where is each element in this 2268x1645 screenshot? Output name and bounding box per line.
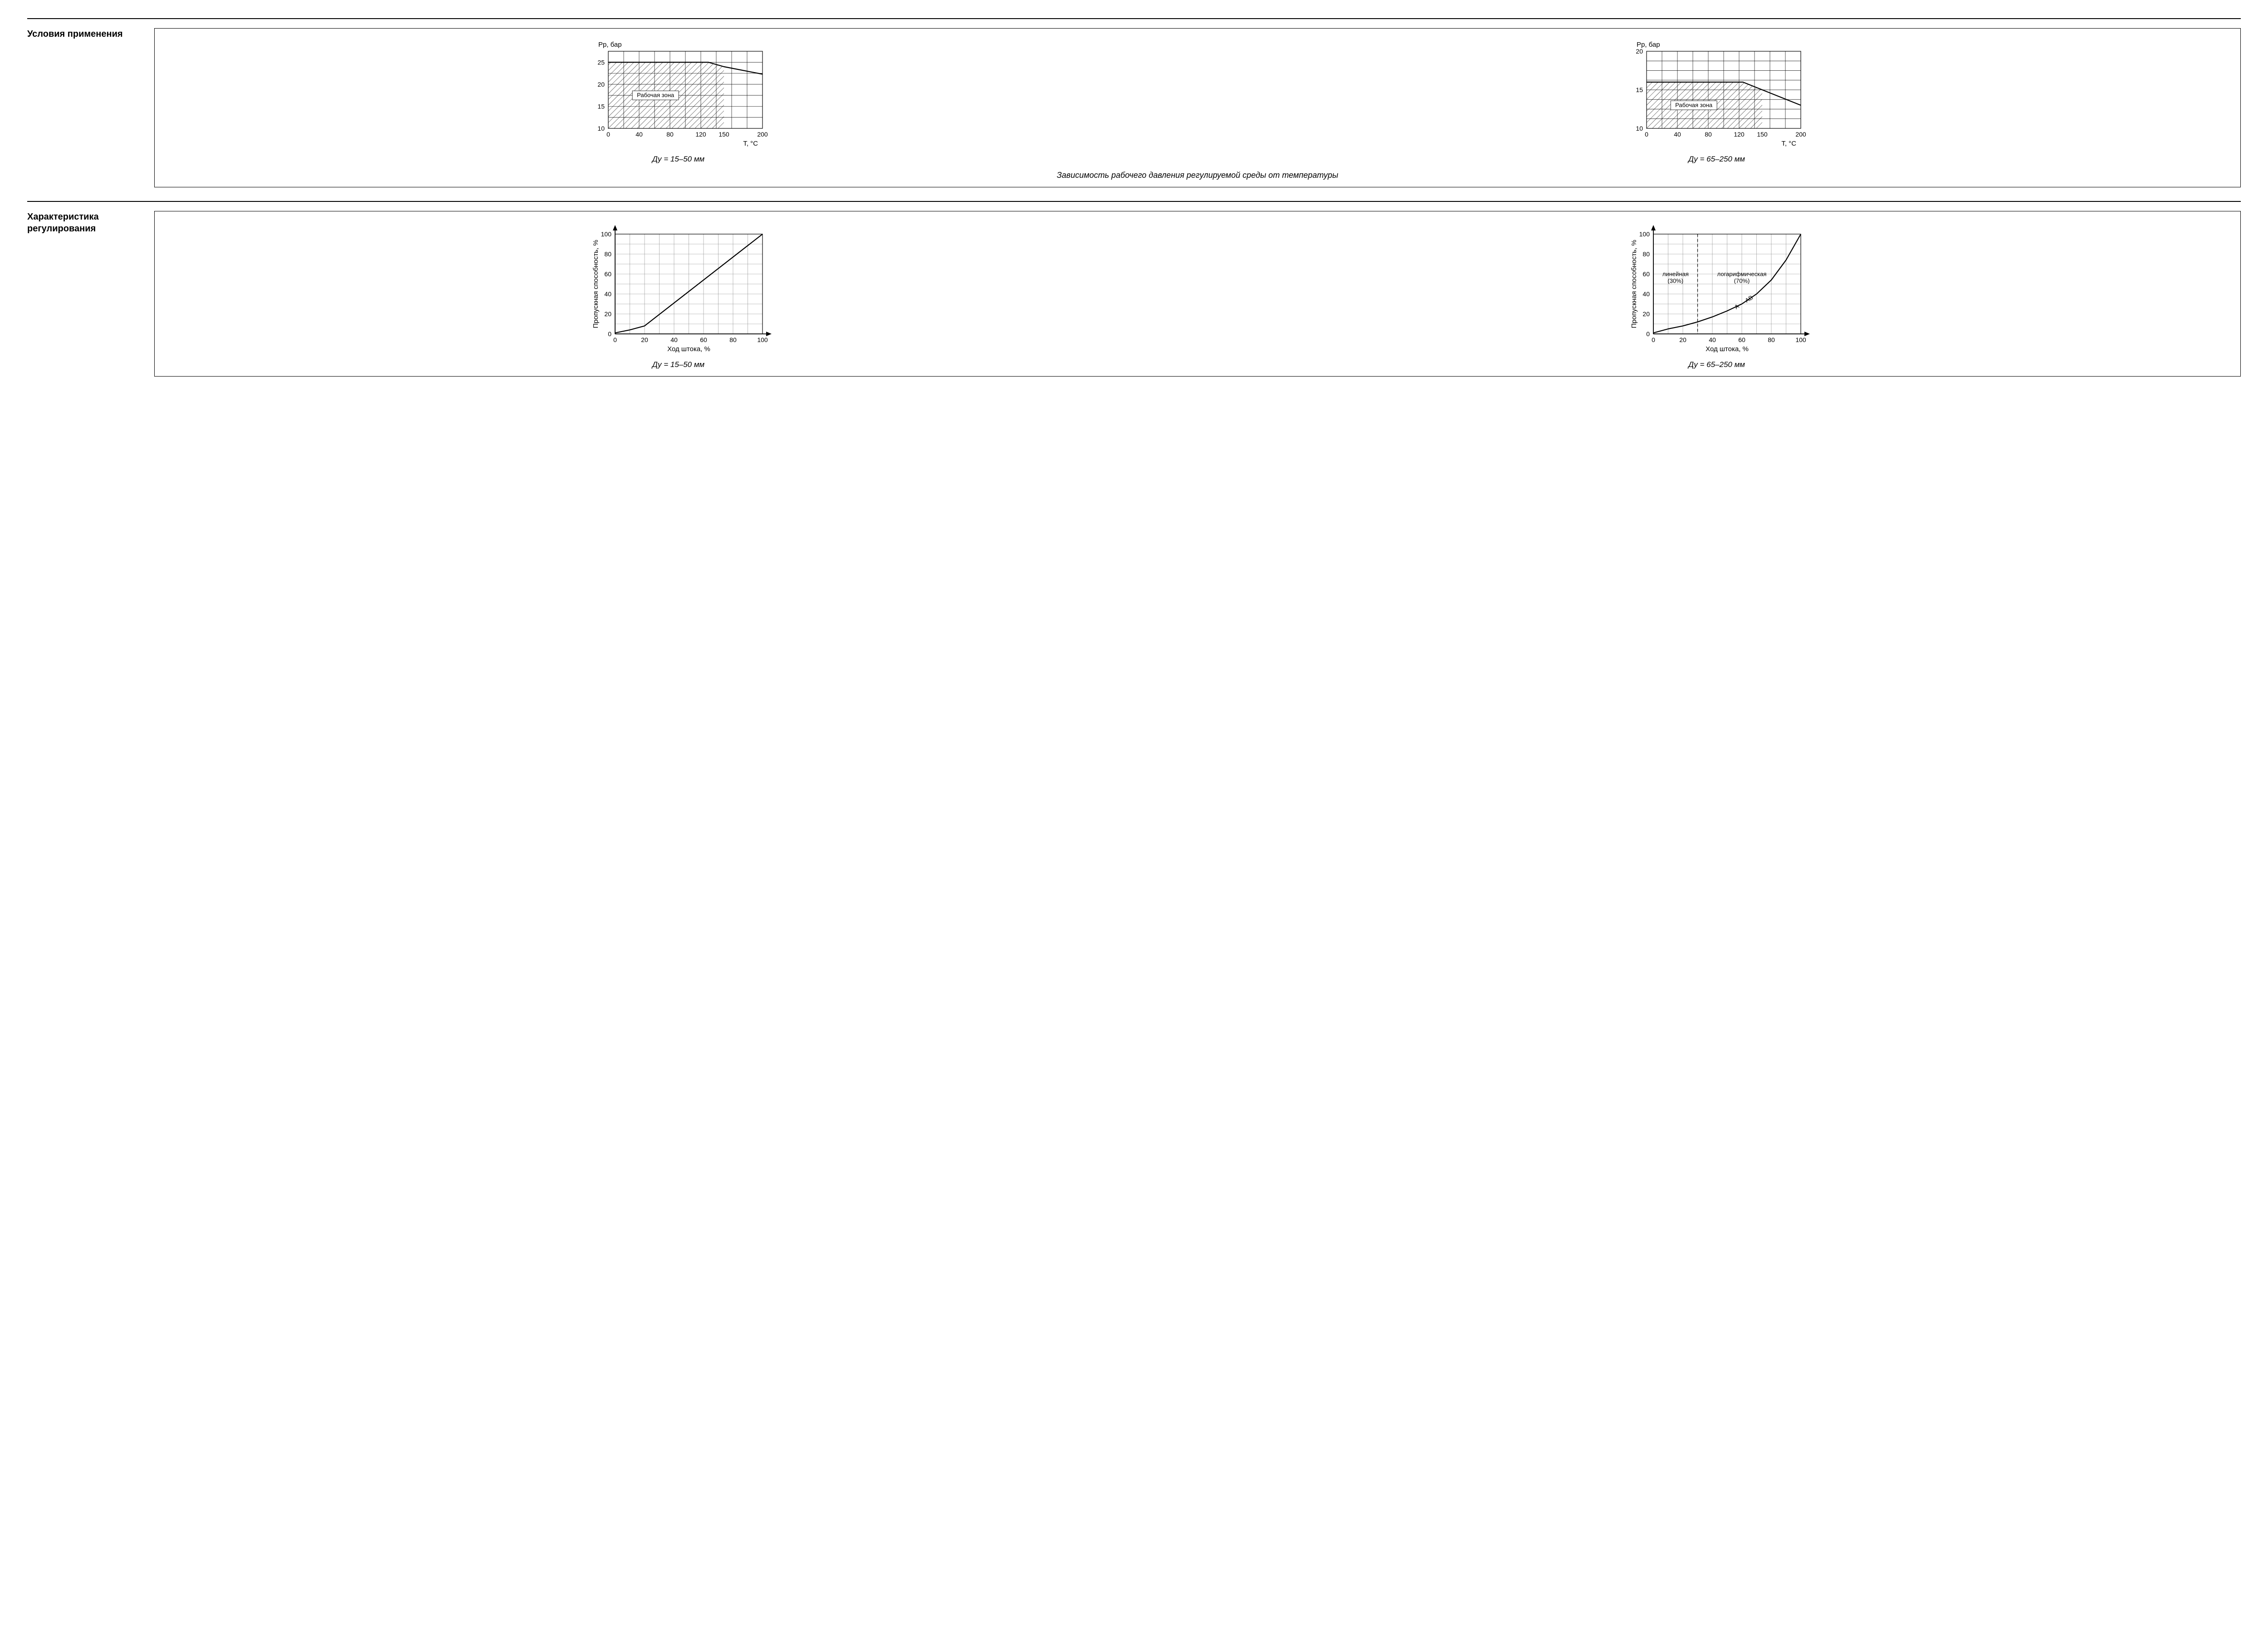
svg-text:0: 0: [608, 330, 611, 338]
svg-text:100: 100: [1639, 230, 1650, 238]
svg-text:150: 150: [1757, 131, 1768, 138]
svg-text:Ход штока, %: Ход штока, %: [667, 345, 710, 353]
svg-text:60: 60: [700, 336, 707, 343]
svg-text:(70%): (70%): [1734, 277, 1750, 284]
chart-2a-block: 020406080100020406080100Пропускная спосо…: [583, 220, 774, 369]
chart-1b: Рабочая зона 0 40 80 120 150 200 10 15 20Рр, бар T…: [1622, 38, 1812, 151]
chart-1b-block: Рабочая зона 0 40 80 120 150 200 10 15 20Рр, бар T…: [1622, 38, 1812, 164]
svg-text:120: 120: [695, 131, 706, 138]
svg-text:20: 20: [1636, 48, 1643, 55]
svg-text:40: 40: [604, 290, 611, 298]
svg-text:40: 40: [670, 336, 678, 343]
section-conditions: Условия применения Рабочая зона 0 40 80 120 1…: [27, 18, 2241, 187]
chart-2a-title: Ду = 15–50 мм: [652, 360, 704, 369]
svg-text:Рр, бар: Рр, бар: [1637, 41, 1660, 49]
svg-text:15: 15: [597, 103, 605, 110]
section-conditions-title: Условия применения: [27, 28, 154, 187]
chart-2a: 020406080100020406080100Пропускная спосо…: [583, 220, 774, 357]
chart-1a-title: Ду = 15–50 мм: [652, 155, 704, 164]
svg-text:T, °C: T, °C: [1781, 140, 1796, 147]
svg-text:80: 80: [604, 250, 611, 258]
svg-text:20: 20: [597, 81, 605, 88]
svg-text:80: 80: [1768, 336, 1775, 343]
svg-text:20: 20: [641, 336, 648, 343]
svg-text:100: 100: [601, 230, 611, 238]
svg-text:10: 10: [597, 125, 605, 132]
svg-text:10: 10: [1636, 125, 1643, 132]
svg-text:120: 120: [1734, 131, 1745, 138]
chart-1a: Рабочая зона 0 40 80 120 150 200 10 15 20 25 Рр, ба…: [583, 38, 774, 151]
svg-text:логарифмическая: логарифмическая: [1717, 270, 1766, 277]
chart-1a-block: Рабочая зона 0 40 80 120 150 200 10 15 20 25 Рр, ба…: [583, 38, 774, 164]
svg-text:40: 40: [635, 131, 643, 138]
svg-text:100: 100: [757, 336, 768, 343]
svg-text:40: 40: [1642, 290, 1650, 298]
svg-text:0: 0: [613, 336, 617, 343]
svg-text:60: 60: [604, 270, 611, 278]
svg-text:Рр, бар: Рр, бар: [598, 41, 622, 49]
chart-1b-title: Ду = 65–250 мм: [1688, 155, 1745, 164]
svg-text:40: 40: [1709, 336, 1716, 343]
chart-2b-block: линейная(30%)логарифмическая(70%)A — AB0…: [1622, 220, 1812, 369]
svg-text:0: 0: [606, 131, 610, 138]
svg-text:0: 0: [1645, 131, 1648, 138]
section-conditions-body: Рабочая зона0408012015020010152025Рр, ба…: [154, 28, 2241, 187]
svg-text:200: 200: [757, 131, 768, 138]
svg-text:60: 60: [1642, 270, 1650, 278]
svg-text:20: 20: [1679, 336, 1686, 343]
svg-text:15: 15: [1636, 86, 1643, 93]
svg-text:20: 20: [1642, 310, 1650, 318]
svg-text:Пропускная способность, %: Пропускная способность, %: [1630, 240, 1638, 328]
svg-text:80: 80: [729, 336, 737, 343]
svg-text:25: 25: [597, 59, 605, 66]
svg-text:линейная: линейная: [1662, 270, 1688, 277]
svg-text:80: 80: [1705, 131, 1712, 138]
svg-text:80: 80: [666, 131, 674, 138]
svg-text:100: 100: [1795, 336, 1806, 343]
section-conditions-caption: Зависимость рабочего давления регулируем…: [168, 171, 2227, 180]
svg-text:20: 20: [604, 310, 611, 318]
svg-text:0: 0: [1652, 336, 1655, 343]
svg-text:T, °C: T, °C: [743, 140, 758, 147]
svg-text:Рабочая зона: Рабочая зона: [637, 92, 675, 98]
svg-text:150: 150: [719, 131, 729, 138]
chart-2b: линейная(30%)логарифмическая(70%)A — AB0…: [1622, 220, 1812, 357]
svg-text:Ход штока, %: Ход штока, %: [1706, 345, 1749, 353]
chart-2b-title: Ду = 65–250 мм: [1688, 360, 1745, 369]
svg-text:80: 80: [1642, 250, 1650, 258]
svg-text:40: 40: [1674, 131, 1681, 138]
section-characteristic: Характеристика регулирования 0 20 40 60 80 10…: [27, 201, 2241, 377]
svg-text:Пропускная способность, %: Пропускная способность, %: [592, 240, 600, 328]
svg-text:60: 60: [1738, 336, 1745, 343]
section-characteristic-body: 020406080100020406080100Пропускная спосо…: [154, 211, 2241, 377]
svg-text:Рабочая зона: Рабочая зона: [1675, 102, 1713, 108]
svg-text:(30%): (30%): [1667, 277, 1683, 284]
svg-text:200: 200: [1795, 131, 1806, 138]
section-characteristic-title: Характеристика регулирования: [27, 211, 154, 377]
svg-text:0: 0: [1646, 330, 1650, 338]
